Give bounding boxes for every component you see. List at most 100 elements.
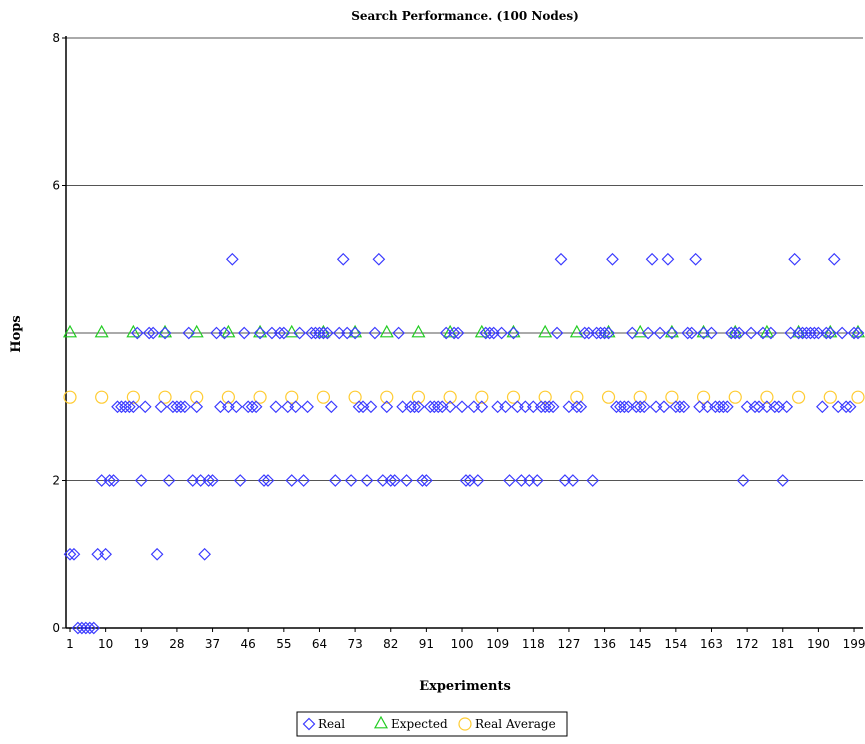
- expected-point: [221, 324, 236, 338]
- real-point: [301, 400, 314, 414]
- x-tick-label: 28: [169, 637, 184, 651]
- real-point: [317, 326, 330, 340]
- real-point: [752, 400, 766, 414]
- average-point: [792, 390, 806, 404]
- real-point: [816, 400, 829, 414]
- average-point: [633, 390, 647, 404]
- real-point: [285, 474, 299, 487]
- x-tick-label: 199: [843, 637, 865, 651]
- real-point: [459, 474, 473, 487]
- x-tick-label: 19: [134, 637, 149, 651]
- x-tick-label: 163: [700, 637, 723, 651]
- real-point: [578, 326, 592, 340]
- expected-point: [791, 324, 806, 338]
- expected-point: [411, 324, 426, 338]
- real-point: [740, 400, 754, 414]
- real-point: [269, 400, 283, 414]
- expected-point: [158, 324, 173, 338]
- legend-expected-marker: [373, 715, 389, 729]
- real-point: [546, 400, 560, 414]
- real-point: [717, 400, 730, 414]
- average-point: [221, 390, 235, 404]
- expected-point: [506, 324, 521, 338]
- real-point: [190, 400, 204, 414]
- real-point: [83, 621, 97, 635]
- real-point: [380, 400, 394, 414]
- average-point: [285, 390, 299, 404]
- real-point: [321, 326, 334, 340]
- real-point: [526, 400, 540, 414]
- real-point: [732, 326, 746, 340]
- real-point: [443, 400, 457, 414]
- real-point: [416, 474, 429, 487]
- real-point: [808, 326, 821, 340]
- average-point: [63, 390, 77, 404]
- average-point: [570, 390, 584, 404]
- real-point: [297, 474, 310, 487]
- real-point: [598, 326, 611, 340]
- expected-point: [850, 324, 865, 338]
- expected-point: [62, 324, 78, 338]
- real-point: [614, 400, 627, 414]
- average-point: [348, 390, 362, 404]
- average-point: [443, 390, 457, 404]
- real-point: [400, 474, 413, 487]
- real-point: [657, 400, 671, 414]
- real-point: [202, 474, 215, 487]
- real-point: [491, 400, 505, 414]
- real-point: [348, 326, 362, 340]
- real-point: [420, 474, 433, 487]
- real-point: [107, 474, 120, 487]
- real-point: [835, 326, 849, 340]
- real-point: [412, 400, 425, 414]
- legend-real-label: Real: [318, 717, 345, 731]
- expected-point: [601, 324, 616, 338]
- real-point: [586, 474, 600, 487]
- real-point: [336, 252, 350, 266]
- real-point: [689, 252, 702, 266]
- real-point: [364, 400, 378, 414]
- expected-point: [316, 324, 331, 338]
- legend-average-label: Real Average: [475, 717, 556, 731]
- real-point: [63, 547, 77, 561]
- real-point: [111, 400, 124, 414]
- real-point: [245, 400, 259, 414]
- real-point: [368, 326, 382, 340]
- real-point: [641, 326, 655, 340]
- real-point: [154, 400, 168, 414]
- x-tick-label: 64: [312, 637, 327, 651]
- real-point: [764, 326, 778, 340]
- real-point: [447, 326, 461, 340]
- average-point: [601, 390, 616, 404]
- real-point: [404, 400, 417, 414]
- real-point: [661, 252, 675, 266]
- real-point: [249, 400, 263, 414]
- legend-average-marker: [458, 717, 472, 731]
- real-point: [530, 474, 544, 487]
- y-tick-label: 6: [52, 179, 60, 193]
- real-point: [174, 400, 188, 414]
- real-point: [574, 400, 588, 414]
- real-point: [847, 326, 861, 340]
- average-point: [190, 390, 204, 404]
- real-point: [728, 326, 742, 340]
- average-point: [95, 390, 109, 404]
- expected-point: [348, 324, 363, 338]
- legend-real-marker: [302, 717, 316, 731]
- real-point: [261, 474, 275, 487]
- real-point: [408, 400, 421, 414]
- real-point: [566, 474, 580, 487]
- tick-labels: 0 2 6 8 1 10 19 28 37 46 55 64 73 82 91 100 109 118 127 136…: [52, 31, 865, 651]
- x-tick-label: 118: [522, 637, 545, 651]
- real-point: [831, 400, 845, 414]
- real-point: [435, 400, 449, 414]
- real-point: [625, 326, 639, 340]
- x-tick-label: 82: [383, 637, 398, 651]
- real-point: [610, 400, 623, 414]
- x-tick-label: 100: [451, 637, 474, 651]
- x-tick-label: 55: [276, 637, 291, 651]
- real-point: [713, 400, 726, 414]
- x-tick-label: 46: [241, 637, 256, 651]
- chart-title: Search Performance. (100 Nodes): [351, 9, 579, 23]
